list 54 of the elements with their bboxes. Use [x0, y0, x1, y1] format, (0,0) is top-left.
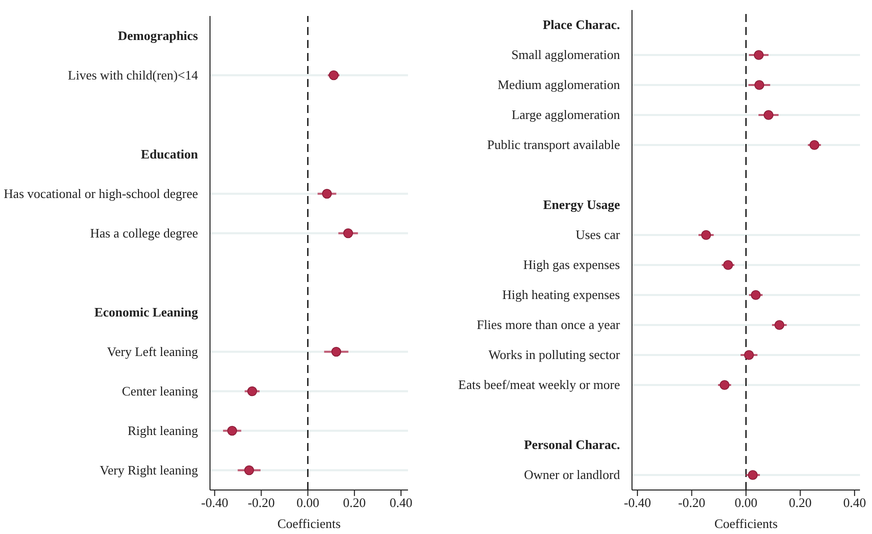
- y-tick-label: Demographics: [118, 28, 198, 43]
- x-tick-label: 0.40: [390, 495, 412, 510]
- y-tick-label: Very Right leaning: [100, 462, 198, 478]
- point: [227, 426, 238, 436]
- point: [764, 110, 774, 120]
- x-tick-label: 0.20: [343, 495, 366, 510]
- x-axis-title: Coefficients: [714, 516, 778, 531]
- y-tick-label: Owner or landlord: [524, 467, 620, 482]
- y-tick-label: High gas expenses: [523, 257, 620, 272]
- point: [247, 386, 258, 396]
- y-tick-label: Place Charac.: [542, 17, 620, 32]
- y-tick-label: Economic Leaning: [94, 304, 198, 320]
- x-tick-label: 0.20: [788, 495, 812, 510]
- point: [744, 350, 754, 360]
- x-tick-label: 0.40: [843, 495, 866, 510]
- y-tick-label: Energy Usage: [543, 197, 620, 212]
- y-tick-label: Center leaning: [122, 383, 198, 398]
- y-tick-label: Uses car: [576, 227, 621, 242]
- y-tick-label: Has vocational or high-school degree: [4, 186, 198, 201]
- point: [723, 260, 733, 270]
- x-tick-label: -0.40: [201, 495, 228, 510]
- point: [754, 80, 764, 90]
- y-tick-label: Very Left leaning: [107, 344, 198, 359]
- point: [701, 230, 711, 240]
- y-tick-label: Medium agglomeration: [498, 77, 620, 92]
- y-tick-label: Large agglomeration: [512, 107, 620, 122]
- y-tick-label: Right leaning: [128, 422, 198, 438]
- x-tick-label: -0.20: [248, 495, 275, 510]
- point: [343, 228, 354, 238]
- y-tick-label: Eats beef/meat weekly or more: [458, 377, 620, 392]
- point: [720, 380, 730, 390]
- x-tick-label: 0.00: [734, 495, 758, 510]
- y-tick-label: Public transport available: [487, 137, 620, 152]
- y-tick-label: Lives with child(ren)<14: [68, 67, 198, 82]
- x-axis-title: Coefficients: [277, 516, 341, 531]
- point: [244, 465, 254, 476]
- point: [328, 70, 339, 80]
- point: [774, 320, 784, 330]
- x-tick-label: -0.40: [624, 495, 651, 510]
- y-tick-label: Flies more than once a year: [476, 317, 621, 332]
- point: [748, 470, 758, 480]
- point: [810, 140, 820, 150]
- y-tick-label: Personal Charac.: [524, 437, 620, 452]
- point: [322, 188, 332, 199]
- y-tick-label: Education: [140, 146, 199, 162]
- y-tick-label: High heating expenses: [502, 287, 620, 302]
- point: [331, 346, 342, 357]
- point: [754, 50, 764, 60]
- y-tick-label: Small agglomeration: [511, 47, 620, 62]
- point: [750, 290, 761, 300]
- y-tick-label: Has a college degree: [90, 225, 198, 240]
- y-tick-label: Works in polluting sector: [488, 347, 621, 362]
- x-tick-label: 0.00: [296, 495, 320, 510]
- x-tick-label: -0.20: [678, 495, 706, 510]
